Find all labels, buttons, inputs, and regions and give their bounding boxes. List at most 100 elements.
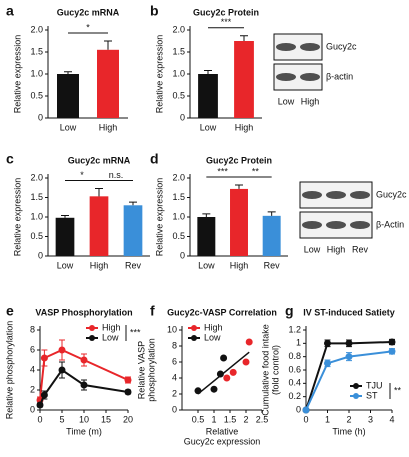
error-bar: [204, 69, 212, 74]
panel-label: c: [6, 151, 14, 167]
legend-marker: [89, 325, 95, 331]
y-axis-label: Relative expression: [154, 35, 164, 114]
blot-row-label: β-actin: [326, 71, 353, 81]
point: [58, 346, 66, 354]
chart-title: Gucy2c mRNA: [57, 7, 120, 17]
significance: **: [394, 385, 402, 395]
category-label: Low: [198, 260, 215, 270]
point: [210, 385, 218, 393]
panel-label: b: [150, 3, 159, 19]
blot-lane-label: High: [301, 96, 320, 106]
point: [345, 353, 353, 361]
y-tick-label: 0: [180, 112, 185, 122]
point: [388, 338, 396, 346]
y-tick-label: 8: [172, 340, 177, 350]
x-tick-label: 2: [243, 414, 248, 424]
legend-marker: [353, 393, 359, 399]
legend-label: High: [204, 322, 223, 332]
x-tick-label: 1: [325, 414, 330, 424]
y-tick-label: 2.0: [172, 172, 185, 182]
category-label: Low: [200, 122, 217, 132]
y-tick-label: 1.5: [30, 46, 43, 56]
point: [324, 359, 331, 367]
y-tick-label: 1.5: [172, 46, 185, 56]
chart-title: Gucy2c Protein: [206, 155, 272, 165]
y-tick-label: 0.5: [30, 90, 43, 100]
bar: [55, 217, 75, 256]
x-tick-label: 2: [346, 414, 351, 424]
y-axis-label: phosphorylation: [146, 338, 156, 402]
y-tick-label: 4: [172, 372, 177, 382]
point: [124, 376, 132, 384]
point: [229, 368, 237, 376]
significance: **: [252, 166, 260, 176]
y-tick-label: 2: [30, 384, 35, 394]
error-bar: [235, 184, 243, 189]
legend-marker: [353, 383, 359, 389]
y-tick-label: 6: [172, 356, 177, 366]
y-tick-label: 0.2: [288, 391, 301, 401]
fit-line: [197, 351, 250, 395]
blot-lane-label: Low: [278, 96, 295, 106]
category-label: High: [90, 260, 109, 270]
bar: [89, 196, 109, 256]
y-axis-label: Relative expression: [12, 178, 22, 257]
x-tick-label: 5: [59, 414, 64, 424]
legend-label: Low: [204, 332, 221, 342]
y-tick-label: 0: [38, 250, 43, 260]
blot-band: [300, 73, 320, 81]
x-tick-label: 10: [79, 414, 89, 424]
significance: n.s.: [109, 170, 124, 180]
x-tick-label: 15: [101, 414, 111, 424]
significance: ***: [130, 327, 141, 337]
y-tick-label: 0.5: [172, 231, 185, 241]
point: [220, 354, 228, 362]
significance: *: [86, 22, 90, 32]
legend-label: Low: [102, 332, 119, 342]
point: [302, 406, 310, 414]
y-axis-label: Relative phosphorylation: [4, 321, 14, 420]
blot-band: [326, 191, 346, 199]
bar: [197, 217, 216, 256]
x-tick-label: 1: [211, 414, 216, 424]
y-tick-label: 4: [30, 364, 35, 374]
x-axis-label: Time (m): [66, 426, 102, 436]
y-tick-label: 1.5: [30, 192, 43, 202]
x-tick-label: 20: [123, 414, 133, 424]
series-line: [305, 341, 393, 411]
y-tick-label: 1.5: [172, 192, 185, 202]
panel-label: e: [6, 303, 14, 319]
point: [36, 401, 44, 409]
category-label: Low: [60, 122, 77, 132]
legend-marker: [191, 335, 197, 341]
point: [58, 366, 66, 374]
blot-row-label: β-Actin: [376, 219, 404, 229]
panel-label: f: [150, 303, 155, 319]
y-axis-label: Relative VASP: [136, 341, 146, 399]
x-tick-label: 0: [37, 414, 42, 424]
chart-title: IV ST-induced Satiety: [303, 307, 395, 317]
y-tick-label: 1.0: [172, 211, 185, 221]
bar: [123, 205, 143, 256]
y-tick-label: 2.0: [30, 172, 43, 182]
point: [40, 354, 48, 362]
panel-label: d: [150, 151, 159, 167]
y-tick-label: 0: [30, 404, 35, 414]
x-axis-label: Gucy2c expression: [184, 436, 261, 446]
x-tick-label: 2.5: [256, 414, 269, 424]
legend-marker: [89, 335, 95, 341]
point: [124, 388, 132, 396]
point: [324, 339, 331, 347]
y-tick-label: 0.5: [30, 231, 43, 241]
point: [242, 358, 250, 366]
y-axis-label: Relative expression: [154, 178, 164, 257]
point: [223, 374, 231, 382]
y-tick-label: 0.6: [288, 364, 301, 374]
error-bar: [104, 40, 112, 50]
series-line: [305, 350, 393, 411]
point: [80, 381, 88, 389]
point: [245, 338, 253, 346]
blot-band: [276, 43, 296, 51]
legend-label: TJU: [366, 380, 383, 390]
category-label: Rev: [125, 260, 142, 270]
